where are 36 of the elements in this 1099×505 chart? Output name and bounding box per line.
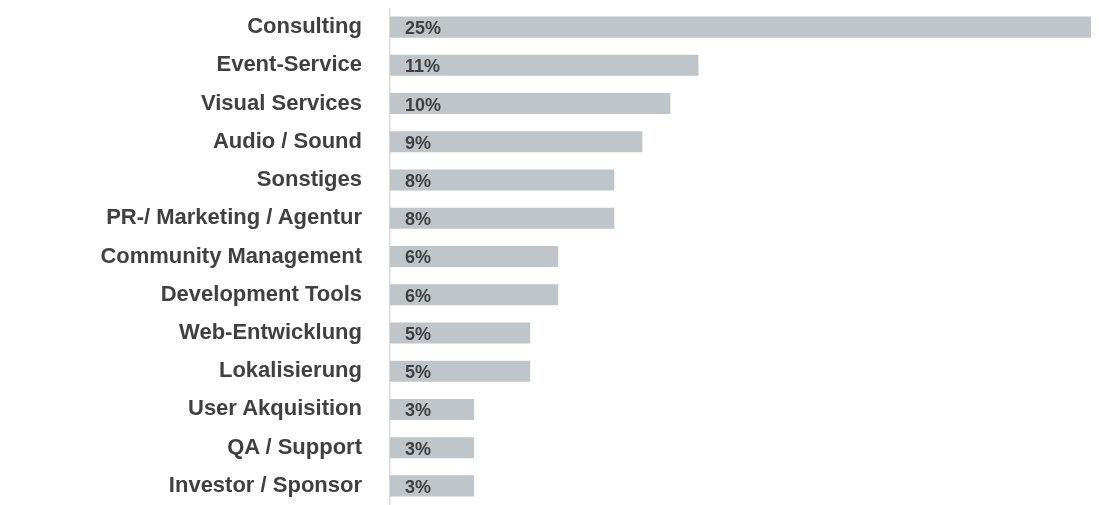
- bar: [390, 131, 643, 153]
- y-tick-label: Event-Service: [216, 51, 362, 77]
- y-tick-label: Community Management: [100, 242, 363, 268]
- data-label: 11%: [405, 56, 441, 77]
- data-label: 5%: [405, 323, 432, 344]
- data-label: 6%: [405, 247, 432, 268]
- bar: [390, 16, 1091, 38]
- y-tick-label: Investor / Sponsor: [168, 471, 363, 497]
- bar: [390, 284, 559, 306]
- y-tick-label: Sonstiges: [256, 166, 362, 192]
- bar: [390, 54, 699, 76]
- bar: [390, 245, 559, 268]
- bar: [390, 169, 615, 191]
- y-tick-label: PR-/ Marketing / Agentur: [106, 204, 363, 230]
- y-tick-label: Development Tools: [160, 280, 362, 306]
- data-label: 3%: [405, 438, 432, 459]
- data-label: 8%: [405, 209, 432, 230]
- data-label: 10%: [405, 94, 442, 115]
- y-tick-label: User Akquisition: [188, 395, 362, 421]
- bar: [390, 360, 531, 382]
- y-tick-label: Audio / Sound: [212, 127, 362, 153]
- y-tick-label: Lokalisierung: [218, 357, 362, 383]
- y-tick-label: Visual Services: [200, 89, 362, 115]
- data-label: 25%: [405, 18, 442, 39]
- data-label: 3%: [405, 400, 432, 421]
- data-label: 9%: [405, 132, 432, 153]
- bar: [390, 322, 531, 344]
- data-label: 5%: [405, 362, 432, 383]
- bar: [390, 93, 671, 115]
- data-label: 8%: [405, 171, 432, 192]
- y-tick-label: Web-Entwicklung: [179, 319, 362, 345]
- data-label: 3%: [405, 476, 432, 497]
- bar: [390, 207, 615, 229]
- y-tick-label: QA / Support: [227, 433, 363, 459]
- data-label: 6%: [405, 285, 432, 306]
- y-tick-label: Consulting: [247, 13, 362, 39]
